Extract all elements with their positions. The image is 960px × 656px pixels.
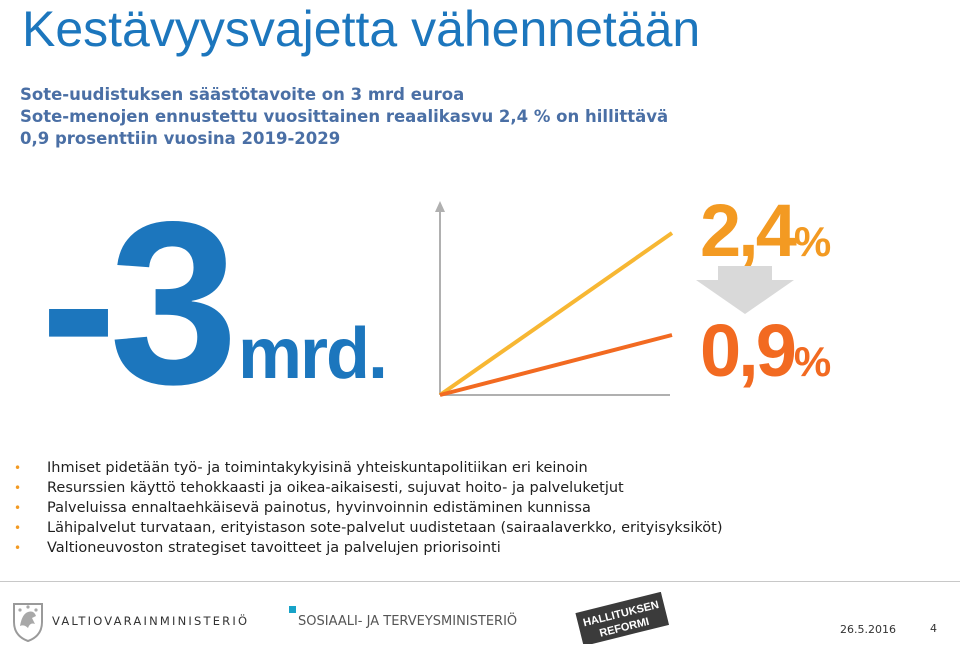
list-item: • Palveluissa ennaltaehkäisevä painotus, … [14,498,722,518]
stm-logo-square-icon [289,606,296,613]
list-item: • Ihmiset pidetään työ- ja toimintakykyis… [14,458,722,478]
page-number: 4 [930,622,937,635]
subtitle-line: Sote-uudistuksen säästötavoite on 3 mrd … [20,85,465,104]
growth-to-percent: 0,9% [700,308,831,393]
growth-to-percent-sign: % [793,338,832,385]
slide-date: 26.5.2016 [840,623,896,636]
savings-value: -3 [40,174,238,433]
graph-y-axis-arrowhead [435,201,445,212]
ministry-finance-logo-text: VALTIOVARAINMINISTERIÖ [52,614,250,628]
growth-graph [435,201,674,397]
subtitle-line: 0,9 prosenttiin vuosina 2019-2029 [20,129,341,148]
slide-subtitle: Sote-uudistuksen säästötavoite on 3 mrd … [20,84,668,150]
list-item: • Lähipalvelut turvataan, erityistason so… [14,518,722,538]
down-arrow-icon [696,266,794,314]
growth-from-percent-sign: % [793,218,832,265]
ministry-social-logo-text: SOSIAALI- JA TERVEYSMINISTERIÖ [298,614,518,629]
bullet-text: Palveluissa ennaltaehkäisevä painotus, h… [47,500,591,516]
slide-title: Kestävyysvajetta vähennetään [22,1,701,57]
bullet-text: Resurssien käyttö tehokkaasti ja oikea-a… [47,480,624,496]
subtitle-line: Sote-menojen ennustettu vuosittainen rea… [20,107,669,126]
growth-line-high [438,231,674,397]
reform-badge-icon: HALLITUKSEN REFORMI [575,592,670,644]
bullet-icon: • [14,481,22,495]
growth-line-low [439,333,673,397]
bullet-text: Ihmiset pidetään työ- ja toimintakykyisi… [47,460,588,476]
bullet-icon: • [14,541,22,555]
bullet-text: Valtioneuvoston strategiset tavoitteet j… [47,540,501,556]
lion-crest-icon [13,603,43,642]
bullet-icon: • [14,501,22,515]
list-item: • Valtioneuvoston strategiset tavoitteet … [14,538,722,558]
growth-from-value: 2,4 [700,189,797,272]
savings-unit: mrd. [238,314,388,394]
list-item: • Resurssien käyttö tehokkaasti ja oikea-… [14,478,722,498]
footer-divider [0,581,960,582]
bullet-text: Lähipalvelut turvataan, erityistason sot… [47,520,723,536]
bullet-icon: • [14,521,22,535]
bullet-icon: • [14,461,22,475]
growth-to-value: 0,9 [700,309,797,392]
growth-from-percent: 2,4% [700,188,831,273]
bullet-list: • Ihmiset pidetään työ- ja toimintakykyis… [14,458,722,558]
